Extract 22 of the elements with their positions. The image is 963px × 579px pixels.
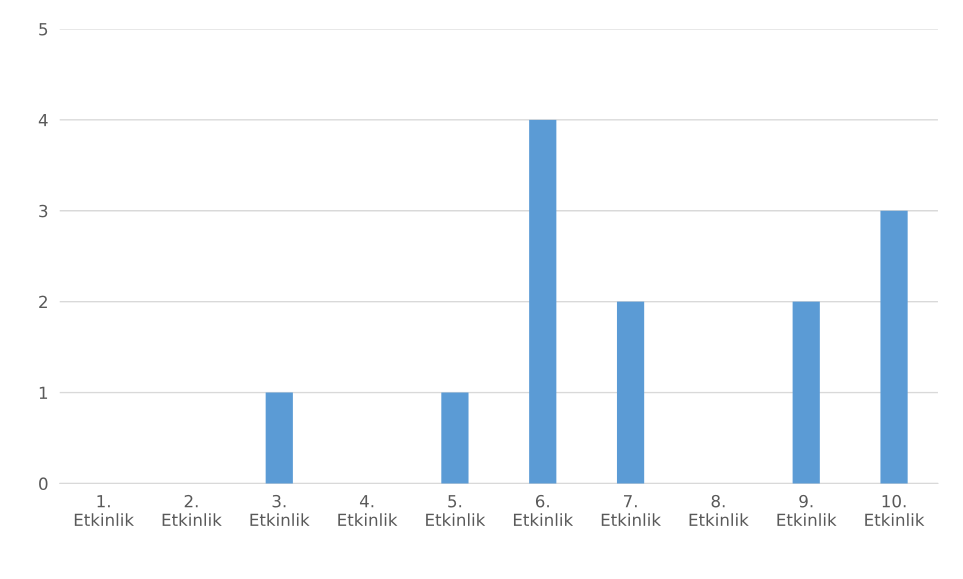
y-tick-label: 1 bbox=[40, 386, 48, 399]
x-tick-label: 8. Etkinlik bbox=[690, 494, 749, 526]
x-tick-label: 5. Etkinlik bbox=[426, 495, 486, 526]
bar bbox=[616, 302, 644, 484]
bar bbox=[441, 392, 469, 484]
x-tick-label: 3. Etkinlik bbox=[250, 494, 310, 526]
x-tick-label: 1. Etkinlik bbox=[74, 495, 134, 526]
x-tick-label: 9. Etkinlik bbox=[777, 494, 837, 526]
bar bbox=[880, 210, 908, 484]
x-tick-label: 4. Etkinlik bbox=[338, 495, 398, 526]
y-tick-label: 3 bbox=[39, 204, 48, 218]
y-tick-label: 2 bbox=[39, 296, 47, 308]
y-tick-label: 0 bbox=[39, 477, 48, 490]
x-tick-label: 2. Etkinlik bbox=[162, 494, 222, 526]
x-tick-label: 7. Etkinlik bbox=[602, 495, 661, 526]
x-tick-label: 10. Etkinlik bbox=[865, 494, 924, 526]
bar bbox=[529, 120, 556, 484]
bar bbox=[792, 302, 820, 484]
bar bbox=[266, 392, 293, 484]
y-tick-label: 5 bbox=[39, 23, 48, 36]
y-tick-label: 4 bbox=[38, 114, 48, 126]
x-tick-label: 6. Etkinlik bbox=[514, 494, 574, 526]
